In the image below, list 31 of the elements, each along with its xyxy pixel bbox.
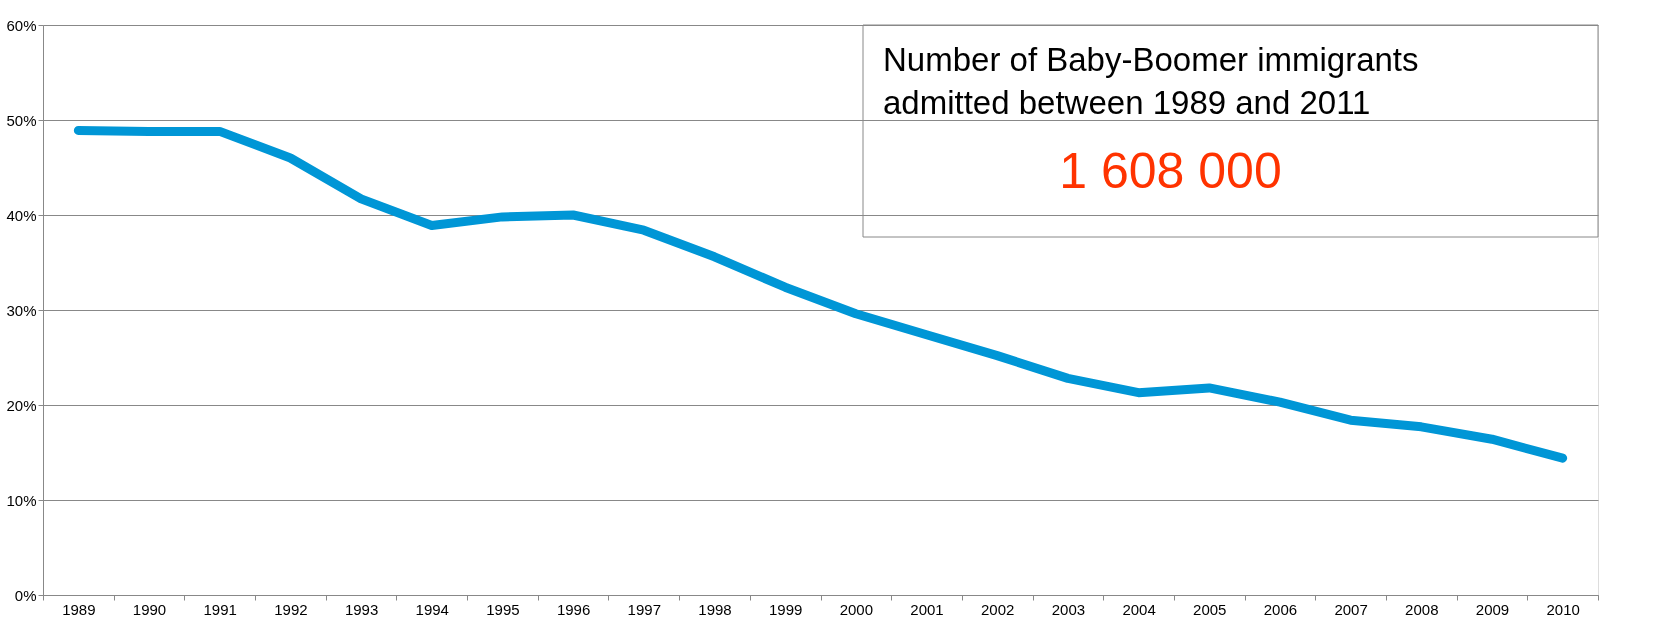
y-tick-label: 0% bbox=[14, 586, 37, 604]
annotation: Number of Baby-Boomer immigrants admitted between 1989 and 2011 bbox=[883, 41, 1419, 121]
x-tick-label: 1989 bbox=[62, 600, 96, 618]
y-tick-label: 30% bbox=[6, 301, 37, 319]
x-tick-label: 1996 bbox=[556, 600, 591, 618]
x-tick-label: 1994 bbox=[415, 600, 449, 618]
x-tick-label: 1991 bbox=[203, 600, 237, 618]
y-tick-label: 50% bbox=[6, 111, 37, 129]
x-tick-label: 1993 bbox=[344, 600, 379, 618]
x-tick-label: 2008 bbox=[1405, 600, 1439, 618]
x-tick-label: 2003 bbox=[1051, 600, 1086, 618]
x-tick-label: 2006 bbox=[1263, 600, 1298, 618]
y-tick-label: 20% bbox=[6, 396, 37, 414]
y-tick-label: 40% bbox=[6, 206, 37, 224]
y-tick-label: 60% bbox=[6, 16, 37, 34]
x-tick-label: 2005 bbox=[1193, 600, 1227, 618]
x-tick-label: 2004 bbox=[1122, 600, 1156, 618]
x-tick-label: 2010 bbox=[1546, 600, 1580, 618]
y-tick-label: 10% bbox=[6, 491, 37, 509]
x-tick-label: 1990 bbox=[132, 600, 167, 618]
annotation: 1 608 000 bbox=[1059, 143, 1282, 199]
x-tick-label: 1998 bbox=[698, 600, 732, 618]
x-tick-label: 1992 bbox=[274, 600, 308, 618]
x-tick-label: 2001 bbox=[910, 600, 944, 618]
x-tick-label: 1997 bbox=[627, 600, 661, 618]
x-tick-label: 1999 bbox=[768, 600, 803, 618]
x-tick-label: 2000 bbox=[839, 600, 874, 618]
x-tick-label: 2007 bbox=[1334, 600, 1368, 618]
x-tick-label: 1995 bbox=[486, 600, 520, 618]
x-tick-label: 2002 bbox=[981, 600, 1015, 618]
x-tick-label: 2009 bbox=[1475, 600, 1510, 618]
